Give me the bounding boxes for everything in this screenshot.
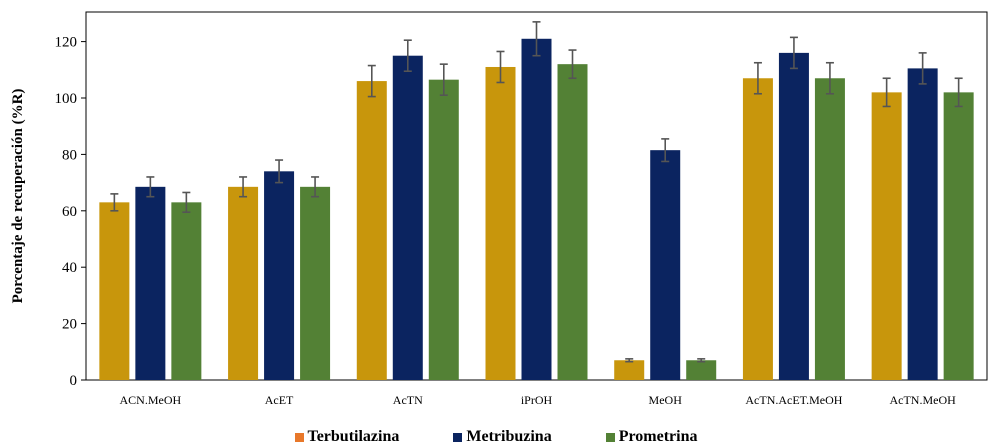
bar-prometrina-actn-meoh — [943, 92, 974, 381]
error-bar — [918, 52, 927, 85]
error-bar — [697, 358, 706, 363]
error-bar — [182, 191, 191, 214]
x-tick-label: AcTN.MeOH — [889, 393, 956, 407]
bar-terbutilazina-acn-meoh — [99, 202, 130, 380]
error-bar — [275, 159, 284, 184]
x-tick-label: AcET — [265, 393, 294, 407]
legend-item-terbutilazina: Terbutilazina — [294, 426, 400, 448]
bar-prometrina-actn — [428, 79, 459, 381]
x-axis-labels: ACN.MeOH AcET AcTN iPrOH MeOH AcTN.AcET.MeOH A… — [120, 393, 957, 407]
bar-metribuzina-acn-meoh — [135, 186, 166, 380]
error-bar — [661, 138, 670, 163]
error-bar — [403, 39, 412, 73]
x-tick-label: MeOH — [649, 393, 683, 407]
legend-label-prometrina: Prometrina — [618, 428, 698, 445]
y-axis: 0 20 40 60 80 100 120 — [55, 35, 86, 389]
legend-item-prometrina: Prometrina — [605, 426, 698, 448]
error-bar — [825, 61, 834, 95]
bar-terbutilazina-actn-meoh — [871, 92, 902, 381]
bar-prometrina-acet — [300, 186, 331, 380]
bars — [99, 21, 974, 381]
error-bar — [789, 36, 798, 70]
error-bar — [146, 176, 155, 198]
error-bar — [532, 21, 541, 57]
error-bar — [110, 193, 119, 212]
y-tick-label: 100 — [55, 91, 78, 107]
bar-chart: 0 20 40 60 80 100 120 ACN.MeOH AcET AcTN iPrOH MeO… — [10, 11, 988, 407]
x-tick-label: AcTN.AcET.MeOH — [745, 393, 842, 407]
bar-metribuzina-iproh — [521, 38, 552, 380]
legend-swatch-metribuzina — [453, 432, 463, 442]
error-bar — [954, 77, 963, 108]
bar-metribuzina-acet — [264, 171, 295, 380]
legend-item-metribuzina: Metribuzina — [453, 426, 552, 448]
legend-swatch-prometrina — [605, 432, 615, 442]
bar-prometrina-iproh — [557, 64, 588, 380]
legend-label-metribuzina: Metribuzina — [466, 428, 552, 445]
error-bar — [753, 61, 762, 95]
error-bar — [496, 50, 505, 84]
bar-metribuzina-actn-meoh — [907, 68, 938, 380]
legend: Terbutilazina Metribuzina Prometrina — [0, 426, 992, 448]
error-bar — [882, 77, 891, 108]
y-tick-label: 120 — [55, 35, 78, 51]
error-bar — [239, 176, 248, 198]
x-tick-label: AcTN — [393, 393, 423, 407]
bar-terbutilazina-actn — [356, 81, 387, 380]
legend-label-terbutilazina: Terbutilazina — [307, 428, 400, 445]
y-tick-label: 60 — [62, 204, 77, 220]
bar-metribuzina-actn-acet-meoh — [778, 52, 809, 380]
y-axis-title: Porcentaje de recuperación (%R) — [10, 89, 26, 304]
bar-terbutilazina-actn-acet-meoh — [742, 78, 773, 380]
x-tick-label: ACN.MeOH — [120, 393, 182, 407]
bar-terbutilazina-meoh — [614, 360, 645, 380]
legend-swatch-terbutilazina — [294, 432, 304, 442]
y-tick-label: 0 — [70, 373, 78, 389]
error-bar — [568, 49, 577, 80]
x-tick-label: iPrOH — [521, 393, 553, 407]
bar-prometrina-acn-meoh — [171, 202, 202, 380]
error-bar — [311, 176, 320, 198]
bar-terbutilazina-acet — [228, 186, 259, 380]
error-bar — [625, 358, 634, 363]
y-tick-label: 40 — [62, 260, 77, 276]
bar-terbutilazina-iproh — [485, 66, 516, 380]
bar-prometrina-meoh — [686, 360, 717, 380]
error-bar — [367, 64, 376, 98]
y-tick-label: 20 — [62, 317, 77, 333]
error-bar — [439, 63, 448, 96]
bar-metribuzina-actn — [392, 55, 423, 380]
y-tick-label: 80 — [62, 147, 77, 163]
bar-metribuzina-meoh — [650, 150, 681, 380]
bar-prometrina-actn-acet-meoh — [814, 78, 845, 380]
